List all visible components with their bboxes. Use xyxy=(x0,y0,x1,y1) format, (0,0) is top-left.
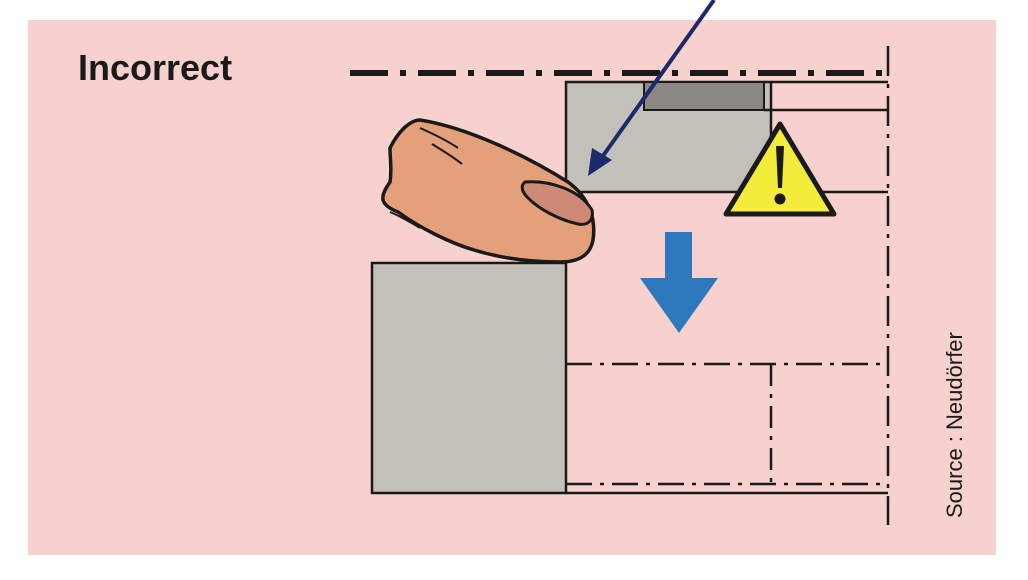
diagram-title: Incorrect xyxy=(78,47,232,88)
end-position-outline xyxy=(565,362,888,486)
upper-part-dark-insert xyxy=(643,81,765,111)
pointer-arrow-icon xyxy=(588,0,716,176)
finger-icon xyxy=(381,118,596,264)
down-arrow-icon xyxy=(640,232,718,333)
source-credit: Source : Neudörfer xyxy=(942,332,967,518)
warning-triangle-icon xyxy=(723,121,837,217)
lower-fixed-part xyxy=(370,261,568,495)
